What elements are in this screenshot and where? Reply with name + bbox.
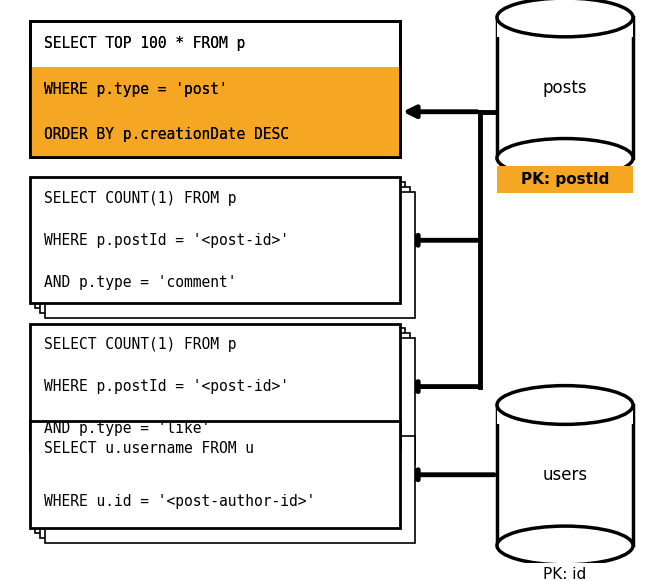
Bar xyxy=(497,17,633,158)
Bar xyxy=(30,67,400,112)
Text: SELECT TOP 100 * FROM p: SELECT TOP 100 * FROM p xyxy=(44,37,245,52)
Text: SELECT u.username FROM u: SELECT u.username FROM u xyxy=(44,440,254,456)
Bar xyxy=(497,166,633,193)
Bar xyxy=(30,421,400,528)
Bar xyxy=(497,386,633,424)
Text: AND p.type = 'like': AND p.type = 'like' xyxy=(44,421,210,436)
Text: users: users xyxy=(543,466,588,484)
Ellipse shape xyxy=(497,138,633,177)
Bar xyxy=(45,436,415,543)
Bar xyxy=(30,177,400,303)
Text: WHERE p.type = 'post': WHERE p.type = 'post' xyxy=(44,82,228,96)
Bar xyxy=(30,21,400,157)
Text: ORDER BY p.creationDate DESC: ORDER BY p.creationDate DESC xyxy=(44,127,289,142)
Ellipse shape xyxy=(497,526,633,565)
Bar xyxy=(35,328,405,454)
Bar xyxy=(30,21,400,157)
Ellipse shape xyxy=(497,0,633,37)
Bar xyxy=(35,182,405,308)
Text: posts: posts xyxy=(543,78,588,96)
Bar xyxy=(40,333,410,459)
Text: WHERE p.type = 'post': WHERE p.type = 'post' xyxy=(44,82,228,96)
Ellipse shape xyxy=(497,386,633,424)
Text: PK: postId: PK: postId xyxy=(521,172,609,187)
Text: SELECT TOP 100 * FROM p: SELECT TOP 100 * FROM p xyxy=(44,37,245,52)
Text: SELECT COUNT(1) FROM p: SELECT COUNT(1) FROM p xyxy=(44,191,237,206)
Bar xyxy=(30,324,400,450)
Bar xyxy=(40,187,410,313)
Text: ORDER BY p.creationDate DESC: ORDER BY p.creationDate DESC xyxy=(44,127,289,142)
Text: SELECT COUNT(1) FROM p: SELECT COUNT(1) FROM p xyxy=(44,337,237,352)
Bar xyxy=(35,426,405,533)
Bar xyxy=(30,112,400,157)
Bar xyxy=(45,192,415,318)
Text: WHERE u.id = '<post-author-id>': WHERE u.id = '<post-author-id>' xyxy=(44,494,315,509)
Text: WHERE p.postId = '<post-id>': WHERE p.postId = '<post-id>' xyxy=(44,233,289,248)
Text: WHERE p.postId = '<post-id>': WHERE p.postId = '<post-id>' xyxy=(44,379,289,394)
Bar xyxy=(45,338,415,464)
Text: AND p.type = 'comment': AND p.type = 'comment' xyxy=(44,275,237,290)
Text: PK: id: PK: id xyxy=(543,567,586,581)
Bar xyxy=(497,405,633,546)
Bar xyxy=(40,431,410,538)
Bar xyxy=(497,0,633,37)
